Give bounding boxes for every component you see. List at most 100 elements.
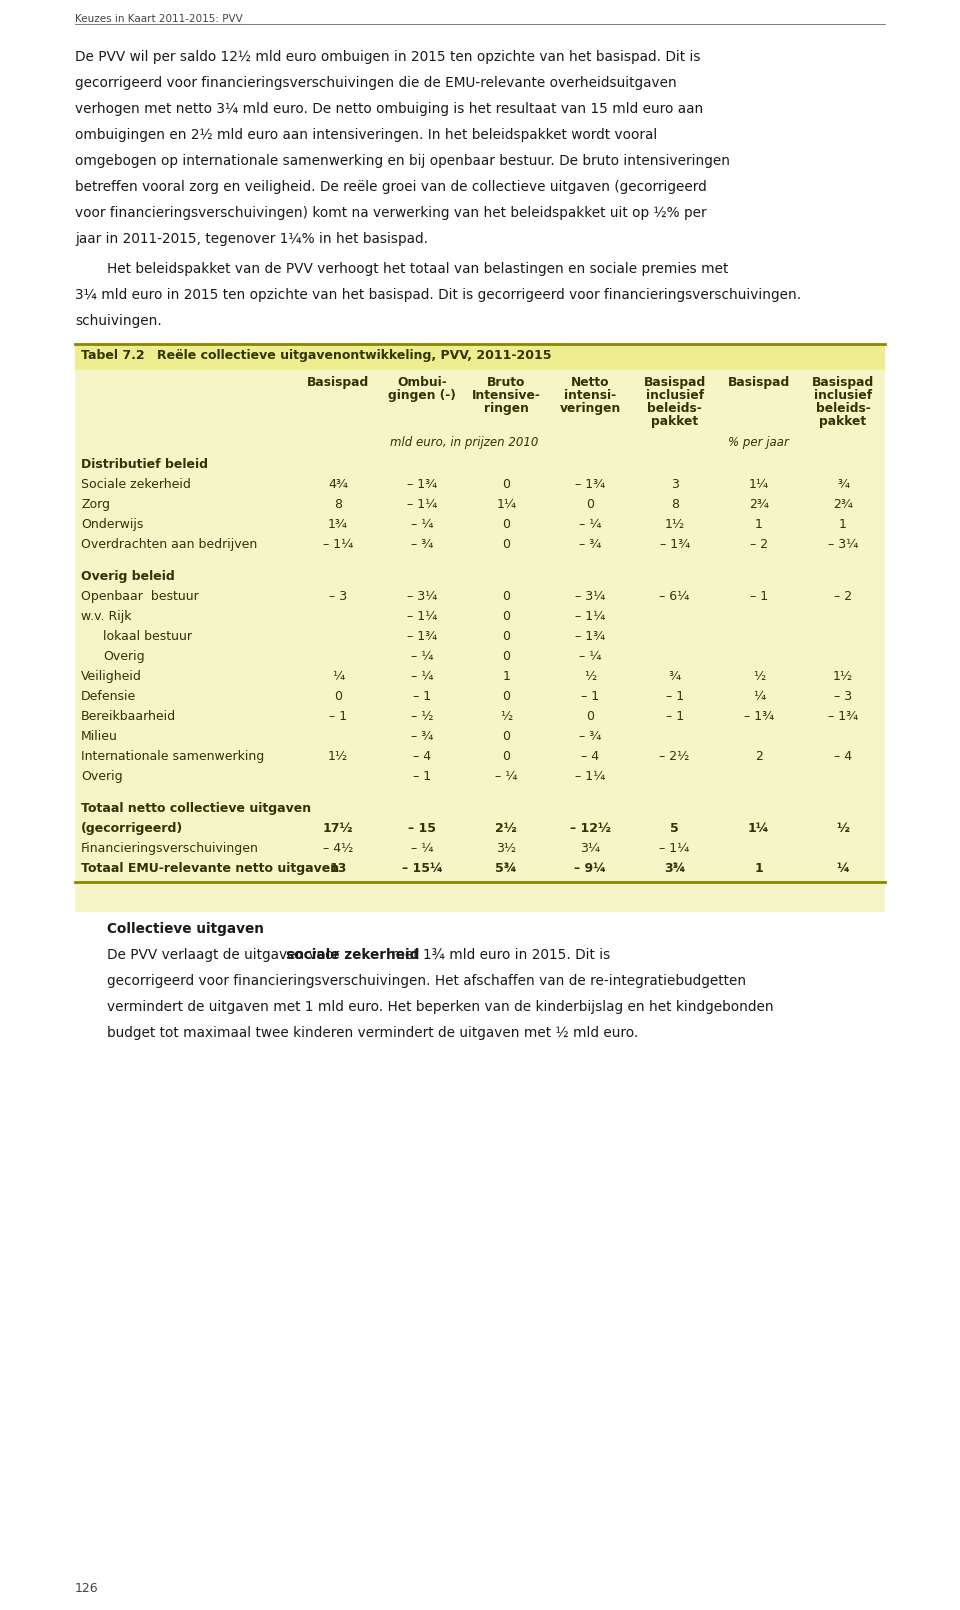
Text: – 1¼: – 1¼ (323, 538, 353, 551)
Text: 0: 0 (587, 710, 594, 723)
Text: verhogen met netto 3¼ mld euro. De netto ombuiging is het resultaat van 15 mld e: verhogen met netto 3¼ mld euro. De netto… (75, 101, 704, 116)
Text: gecorrigeerd voor financieringsverschuivingen die de EMU-relevante overheidsuitg: gecorrigeerd voor financieringsverschuiv… (75, 76, 677, 90)
Text: ½: ½ (753, 670, 765, 683)
Text: – 1¾: – 1¾ (660, 538, 690, 551)
Text: 2: 2 (755, 750, 763, 763)
Text: 1¼: 1¼ (748, 823, 770, 836)
Text: 2¾: 2¾ (749, 497, 769, 510)
Text: intensi-: intensi- (564, 390, 616, 402)
Text: Basispad: Basispad (728, 377, 790, 390)
Text: schuivingen.: schuivingen. (75, 314, 161, 328)
Text: 2½: 2½ (495, 823, 517, 836)
Text: – 2: – 2 (750, 538, 768, 551)
Text: Overig: Overig (81, 770, 123, 782)
Text: % per jaar: % per jaar (729, 436, 789, 449)
Text: – 15¼: – 15¼ (401, 861, 443, 874)
Text: – 2: – 2 (834, 589, 852, 604)
Text: Collectieve uitgaven: Collectieve uitgaven (107, 923, 264, 935)
Text: ¼: ¼ (753, 691, 765, 704)
Text: Basispad: Basispad (812, 377, 874, 390)
Text: – 1¼: – 1¼ (407, 497, 438, 510)
Text: 1¼: 1¼ (496, 497, 516, 510)
Text: – 1¼: – 1¼ (575, 770, 606, 782)
Text: Sociale zekerheid: Sociale zekerheid (81, 478, 191, 491)
Text: 13: 13 (329, 861, 347, 874)
Text: – 1¾: – 1¾ (407, 630, 438, 642)
Text: 0: 0 (587, 497, 594, 510)
Text: 1½: 1½ (664, 518, 684, 531)
Text: – 1¾: – 1¾ (828, 710, 858, 723)
Text: 1½: 1½ (328, 750, 348, 763)
Text: – 1: – 1 (665, 710, 684, 723)
Text: mld euro, in prijzen 2010: mld euro, in prijzen 2010 (390, 436, 539, 449)
Text: 1½: 1½ (833, 670, 853, 683)
Text: veringen: veringen (560, 402, 621, 415)
Text: – ¼: – ¼ (411, 650, 434, 663)
Text: lokaal bestuur: lokaal bestuur (103, 630, 192, 642)
Text: – ¾: – ¾ (411, 538, 433, 551)
Text: Intensive-: Intensive- (472, 390, 540, 402)
Text: pakket: pakket (651, 415, 698, 428)
Text: ombuigingen en 2½ mld euro aan intensiveringen. In het beleidspakket wordt voora: ombuigingen en 2½ mld euro aan intensive… (75, 129, 658, 142)
Text: 5¾: 5¾ (495, 861, 517, 874)
Text: 0: 0 (502, 478, 511, 491)
Text: Overdrachten aan bedrijven: Overdrachten aan bedrijven (81, 538, 257, 551)
Text: ¼: ¼ (332, 670, 345, 683)
Text: – 1¼: – 1¼ (575, 610, 606, 623)
Text: – ¼: – ¼ (411, 518, 434, 531)
Text: Openbaar  bestuur: Openbaar bestuur (81, 589, 199, 604)
Text: – 2½: – 2½ (660, 750, 690, 763)
Text: – 4: – 4 (834, 750, 852, 763)
Text: – 1¼: – 1¼ (660, 842, 690, 855)
Text: Distributief beleid: Distributief beleid (81, 457, 208, 472)
Text: ½: ½ (585, 670, 596, 683)
Text: 0: 0 (502, 589, 511, 604)
Text: ½: ½ (836, 823, 850, 836)
Text: – 4½: – 4½ (323, 842, 353, 855)
Text: ¾: ¾ (837, 478, 849, 491)
Text: Ombui-: Ombui- (397, 377, 447, 390)
Text: 2¾: 2¾ (833, 497, 852, 510)
Text: De PVV verlaagt de uitgaven voor: De PVV verlaagt de uitgaven voor (107, 948, 344, 963)
Text: Financieringsverschuivingen: Financieringsverschuivingen (81, 842, 259, 855)
Text: (gecorrigeerd): (gecorrigeerd) (81, 823, 183, 836)
Text: Overig beleid: Overig beleid (81, 570, 175, 583)
Text: – ¾: – ¾ (579, 729, 602, 742)
Text: 0: 0 (502, 729, 511, 742)
Text: 0: 0 (502, 650, 511, 663)
Text: Onderwijs: Onderwijs (81, 518, 143, 531)
Text: ¾: ¾ (668, 670, 681, 683)
Text: – 3: – 3 (329, 589, 348, 604)
Text: 3: 3 (671, 478, 679, 491)
Text: – ¼: – ¼ (579, 650, 602, 663)
Text: – ¾: – ¾ (579, 538, 602, 551)
Text: Basispad: Basispad (307, 377, 370, 390)
Text: – 1: – 1 (413, 691, 431, 704)
Text: – 1¾: – 1¾ (575, 478, 606, 491)
Text: Internationale samenwerking: Internationale samenwerking (81, 750, 264, 763)
Text: jaar in 2011-2015, tegenover 1¼% in het basispad.: jaar in 2011-2015, tegenover 1¼% in het … (75, 232, 428, 246)
Text: w.v. Rijk: w.v. Rijk (81, 610, 132, 623)
Text: De PVV wil per saldo 12½ mld euro ombuigen in 2015 ten opzichte van het basispad: De PVV wil per saldo 12½ mld euro ombuig… (75, 50, 701, 64)
Text: – 1: – 1 (750, 589, 768, 604)
Text: 126: 126 (75, 1583, 99, 1596)
Text: – 9¼: – 9¼ (574, 861, 607, 874)
Text: inclusief: inclusief (645, 390, 704, 402)
Text: – 1¾: – 1¾ (744, 710, 774, 723)
Text: 4¾: 4¾ (328, 478, 348, 491)
Text: ringen: ringen (484, 402, 529, 415)
Text: – 3¼: – 3¼ (407, 589, 438, 604)
Text: 17½: 17½ (323, 823, 353, 836)
Text: 0: 0 (502, 610, 511, 623)
Text: 0: 0 (502, 750, 511, 763)
Text: 3½: 3½ (496, 842, 516, 855)
Text: – ¼: – ¼ (495, 770, 517, 782)
Text: – 12½: – 12½ (570, 823, 611, 836)
Text: 8: 8 (334, 497, 342, 510)
Text: Tabel 7.2: Tabel 7.2 (81, 349, 145, 362)
Text: Veiligheid: Veiligheid (81, 670, 142, 683)
Text: 0: 0 (502, 538, 511, 551)
Text: ½: ½ (500, 710, 513, 723)
Text: – 1: – 1 (413, 770, 431, 782)
Text: – 3: – 3 (834, 691, 852, 704)
